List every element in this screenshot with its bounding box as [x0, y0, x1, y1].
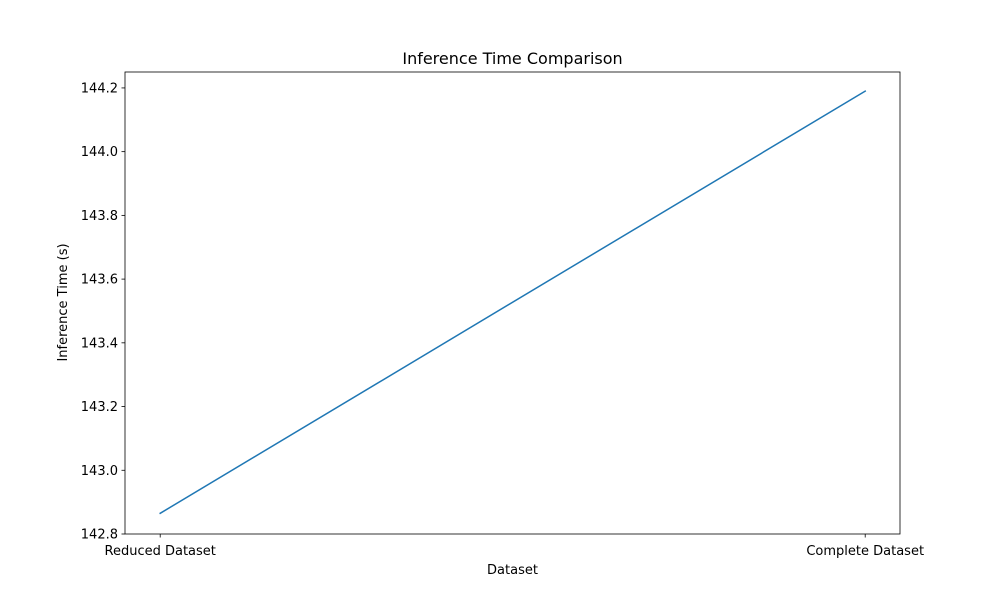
y-tick-label: 144.0 — [81, 145, 118, 160]
x-tick-label: Reduced Dataset — [105, 544, 216, 559]
axes-frame — [124, 71, 901, 535]
y-tick-label: 143.0 — [81, 464, 118, 479]
y-tick-label: 142.8 — [81, 528, 118, 543]
x-axis-label: Dataset — [487, 563, 538, 578]
y-tick-label: 143.2 — [81, 400, 118, 415]
series-line — [159, 90, 867, 515]
y-axis-label: Inference Time (s) — [56, 243, 71, 361]
y-tick-label: 143.8 — [81, 209, 118, 224]
y-tick-label: 143.6 — [81, 273, 118, 288]
y-tick-label: 144.2 — [81, 81, 118, 96]
y-tick-label: 143.4 — [81, 336, 118, 351]
plot-area: 142.8 143.0 143.2 143.4 143.6 143.8 144.0 144.2… — [81, 71, 924, 559]
x-tick-label: Complete Dataset — [806, 544, 924, 559]
chart-title: Inference Time Comparison — [402, 49, 622, 68]
